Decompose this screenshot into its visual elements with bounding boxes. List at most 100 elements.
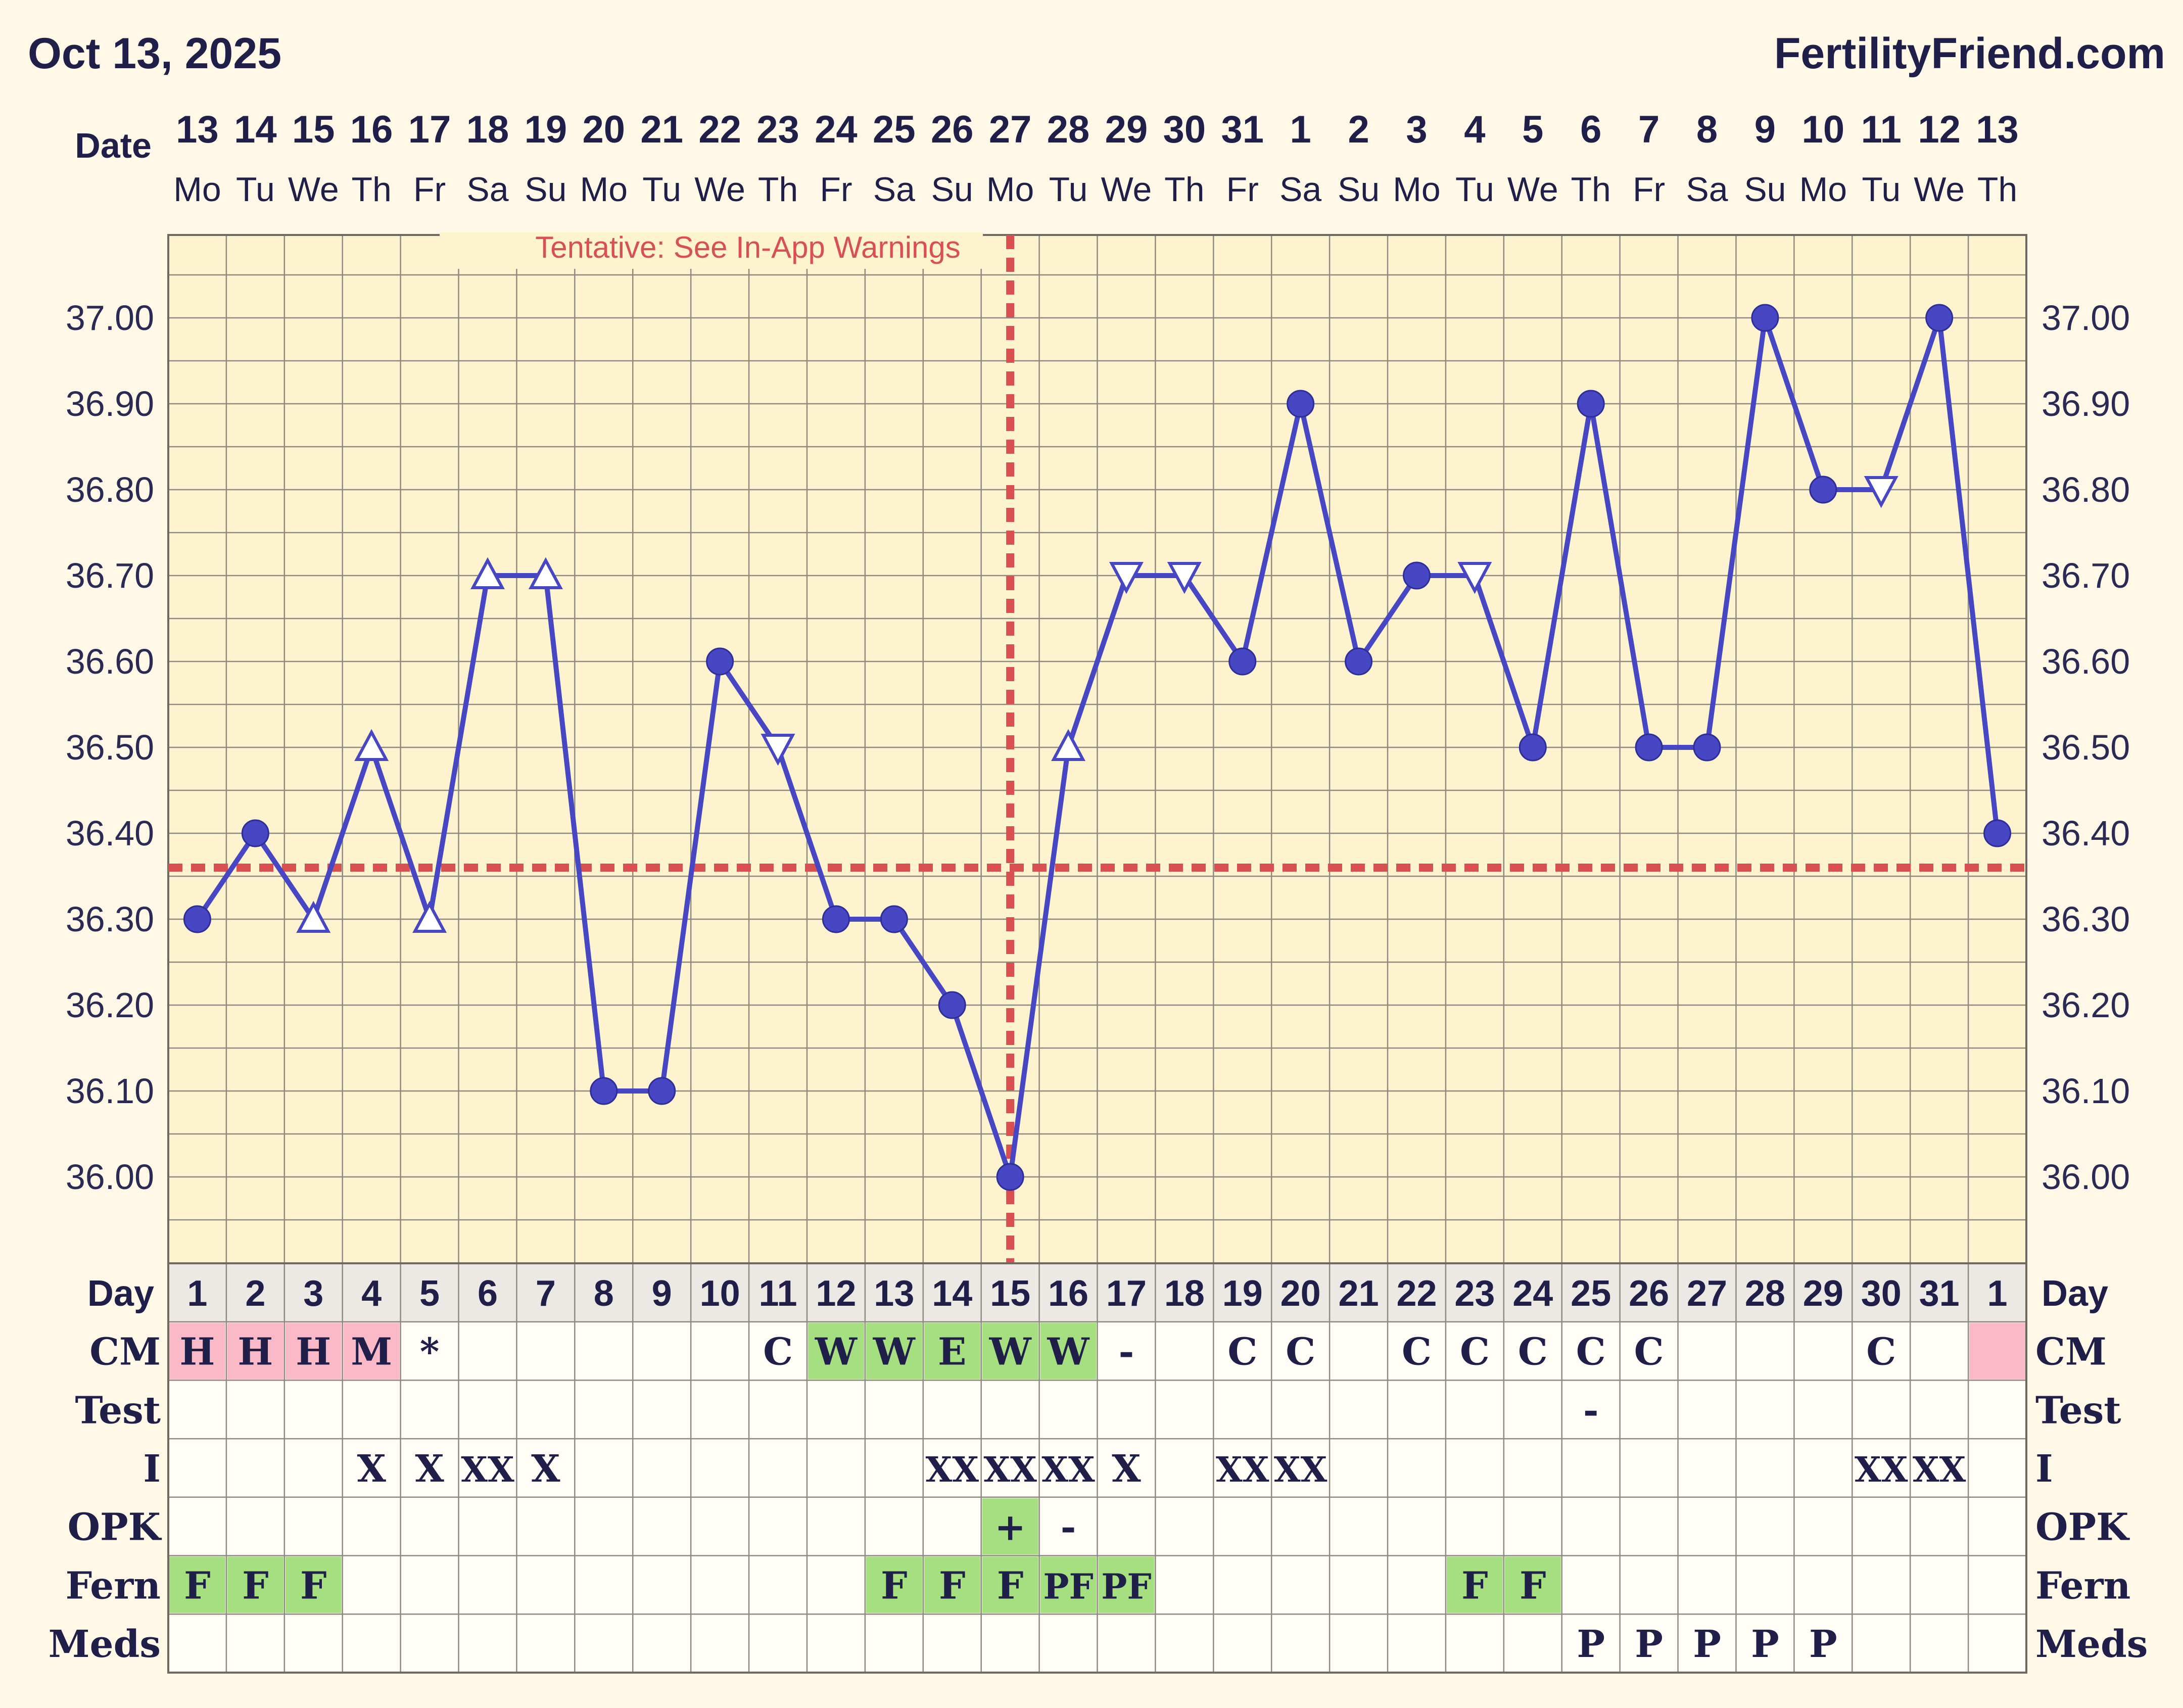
table-cell-value: W xyxy=(989,1331,1032,1374)
y-tick-label-right: 36.50 xyxy=(2042,728,2130,767)
brand-name: FertilityFriend.com xyxy=(1774,29,2165,78)
row-label-right: I xyxy=(2035,1447,2053,1491)
table-cell-fill xyxy=(808,1322,864,1380)
cycle-day-label: 30 xyxy=(1861,1273,1902,1314)
weekday-label: Su xyxy=(1744,170,1786,209)
date-header: 13Mo14Tu15We16Th17Fr18Sa19Su20Mo21Tu22We… xyxy=(173,108,2019,209)
date-label: 5 xyxy=(1522,108,1543,151)
weekday-label: Mo xyxy=(986,170,1034,209)
cycle-day-label: 1 xyxy=(1987,1273,2008,1314)
weekday-label: We xyxy=(1101,170,1152,209)
table-cell-value: PF xyxy=(1101,1567,1151,1607)
weekday-label: Fr xyxy=(1226,170,1259,209)
date-label: 24 xyxy=(815,108,858,151)
weekday-label: Mo xyxy=(580,170,628,209)
row-label-left: CM xyxy=(89,1331,161,1374)
cycle-day-label: 27 xyxy=(1687,1273,1727,1314)
weekday-label: Sa xyxy=(466,170,508,209)
cycle-day-label: 12 xyxy=(816,1273,856,1314)
weekday-label: Tu xyxy=(236,170,275,209)
weekday-label: Fr xyxy=(413,170,446,209)
y-tick-label-right: 36.70 xyxy=(2042,556,2130,595)
weekday-label: Tu xyxy=(1455,170,1494,209)
temperature-point xyxy=(1751,304,1779,332)
weekday-label: We xyxy=(288,170,339,209)
cycle-day-label: 14 xyxy=(932,1273,972,1314)
temperature-point xyxy=(1167,562,1202,594)
temperature-point xyxy=(648,1077,676,1105)
cycle-day-label: 26 xyxy=(1629,1273,1669,1314)
table-cell-value: - xyxy=(1061,1506,1076,1549)
table-cell-fill xyxy=(227,1322,283,1380)
table-cell-value: P xyxy=(1751,1623,1779,1666)
date-label: 6 xyxy=(1580,108,1601,151)
table-cell-value: X xyxy=(1112,1447,1141,1491)
table-cell-value: H xyxy=(179,1331,215,1374)
cycle-day-label: 15 xyxy=(990,1273,1030,1314)
table-cell-value: + xyxy=(994,1506,1026,1549)
weekday-label: Su xyxy=(931,170,973,209)
y-tick-label-right: 36.90 xyxy=(2042,384,2130,423)
cycle-day-label: 21 xyxy=(1339,1273,1379,1314)
chart-date: Oct 13, 2025 xyxy=(28,29,281,78)
table-cell-value: XX xyxy=(1216,1450,1269,1490)
cycle-day-label: 31 xyxy=(1919,1273,1960,1314)
date-label: 29 xyxy=(1105,108,1148,151)
weekday-label: Th xyxy=(758,170,798,209)
date-label: 30 xyxy=(1163,108,1206,151)
temperature-point xyxy=(296,900,331,933)
temperature-point xyxy=(1109,562,1144,594)
date-label: 2 xyxy=(1348,108,1369,151)
table-cell-fill xyxy=(1098,1556,1155,1614)
table-cell-value: XX xyxy=(1855,1450,1908,1490)
table-frame xyxy=(167,1262,2027,1674)
y-tick-label-left: 36.20 xyxy=(66,985,154,1025)
weekday-label: Mo xyxy=(173,170,221,209)
table-cell-value: - xyxy=(1583,1389,1599,1432)
date-label: 25 xyxy=(873,108,916,151)
date-label: 8 xyxy=(1696,108,1718,151)
weekday-label: Sa xyxy=(873,170,915,209)
date-label: 12 xyxy=(1918,108,1961,151)
table-cell-fill xyxy=(343,1322,400,1380)
date-label: 9 xyxy=(1754,108,1776,151)
table-cell-fill xyxy=(866,1556,922,1614)
date-label: 7 xyxy=(1638,108,1659,151)
temperature-point xyxy=(183,905,211,933)
table-cell-value: C xyxy=(763,1331,793,1374)
weekday-label: Sa xyxy=(1686,170,1728,209)
temperature-point xyxy=(1864,476,1899,508)
y-tick-label-left: 36.50 xyxy=(66,728,154,767)
cycle-day-label: 8 xyxy=(594,1273,614,1314)
row-label-right: Meds xyxy=(2035,1623,2148,1666)
date-label: 26 xyxy=(931,108,974,151)
temperature-point xyxy=(706,647,734,676)
table-cell-value: X xyxy=(415,1447,444,1491)
weekday-label: Tu xyxy=(1049,170,1088,209)
weekday-label: Tu xyxy=(1862,170,1901,209)
cycle-day-label: 7 xyxy=(536,1273,556,1314)
table-cell-fill xyxy=(1504,1556,1561,1614)
cycle-day-label: 10 xyxy=(700,1273,740,1314)
weekday-label: Su xyxy=(525,170,566,209)
cycle-day-label: 16 xyxy=(1048,1273,1088,1314)
annotation-background xyxy=(440,232,983,269)
table-cell-fill xyxy=(1040,1322,1097,1380)
table-cell-value: C xyxy=(1576,1331,1606,1374)
cycle-day-label: 13 xyxy=(874,1273,914,1314)
temperature-point xyxy=(1635,733,1663,762)
table-cell-fill xyxy=(227,1556,283,1614)
table-cell-value: F xyxy=(939,1564,966,1607)
table-cell-fill xyxy=(169,1322,225,1380)
cycle-day-label: 2 xyxy=(245,1273,265,1314)
table-cell-fill xyxy=(924,1556,980,1614)
date-label: 16 xyxy=(350,108,393,151)
temperature-point xyxy=(590,1077,618,1105)
cycle-day-label: 19 xyxy=(1222,1273,1263,1314)
weekday-label: Su xyxy=(1338,170,1380,209)
table-cell-value: XX xyxy=(1913,1450,1966,1490)
temperature-point xyxy=(822,905,850,933)
cycle-day-label: 9 xyxy=(652,1273,672,1314)
table-cell-fill xyxy=(982,1322,1038,1380)
temperature-point xyxy=(1693,733,1721,762)
